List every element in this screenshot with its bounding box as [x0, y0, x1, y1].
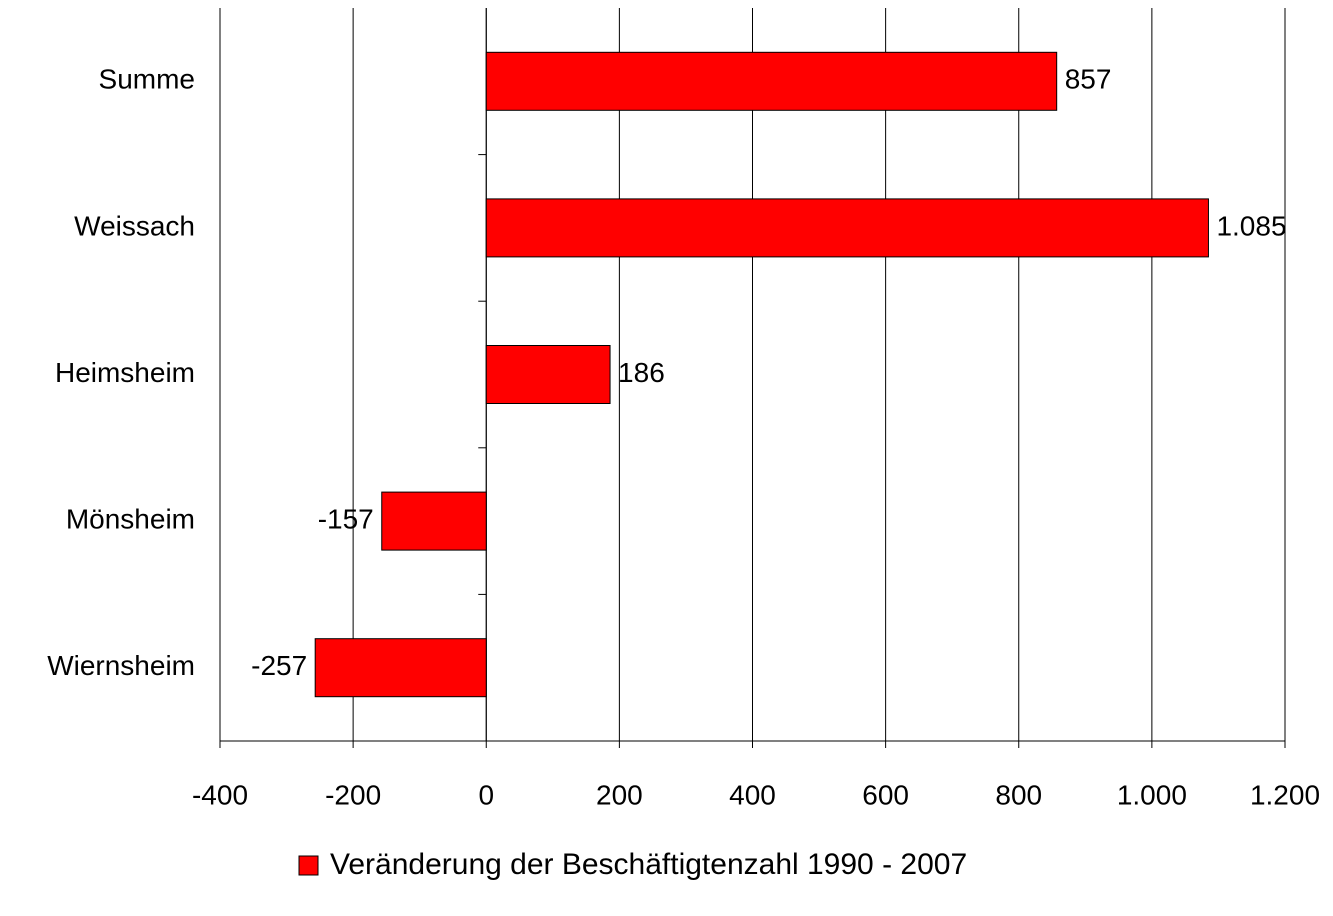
x-tick-label: -400 — [192, 779, 248, 810]
bar — [485, 51, 1058, 111]
x-tick-label: -200 — [325, 779, 381, 810]
x-tick-label: 400 — [729, 779, 776, 810]
data-label: -257 — [251, 650, 307, 681]
x-tick-label: 200 — [596, 779, 643, 810]
x-tick-label: 600 — [862, 779, 909, 810]
data-label: 1.085 — [1216, 210, 1286, 241]
bar — [485, 345, 611, 404]
legend-label: Veränderung der Beschäftigtenzahl 1990 -… — [330, 848, 967, 881]
x-tick-label: 0 — [478, 779, 494, 810]
data-label: 186 — [618, 357, 665, 388]
data-label: 857 — [1065, 64, 1112, 95]
x-tick-label: 800 — [995, 779, 1042, 810]
bar — [381, 491, 487, 551]
y-tick-label: Summe — [99, 64, 195, 95]
x-tick-label: 1.200 — [1250, 779, 1320, 810]
y-tick-label: Wiernsheim — [47, 650, 195, 681]
legend-swatch — [298, 855, 319, 876]
x-tick-label: 1.000 — [1117, 779, 1187, 810]
y-tick-label: Mönsheim — [66, 503, 195, 534]
data-label: -157 — [318, 503, 374, 534]
y-tick-label: Heimsheim — [55, 357, 195, 388]
bar — [314, 638, 487, 698]
bar — [485, 198, 1209, 258]
y-tick-label: Weissach — [74, 210, 195, 241]
